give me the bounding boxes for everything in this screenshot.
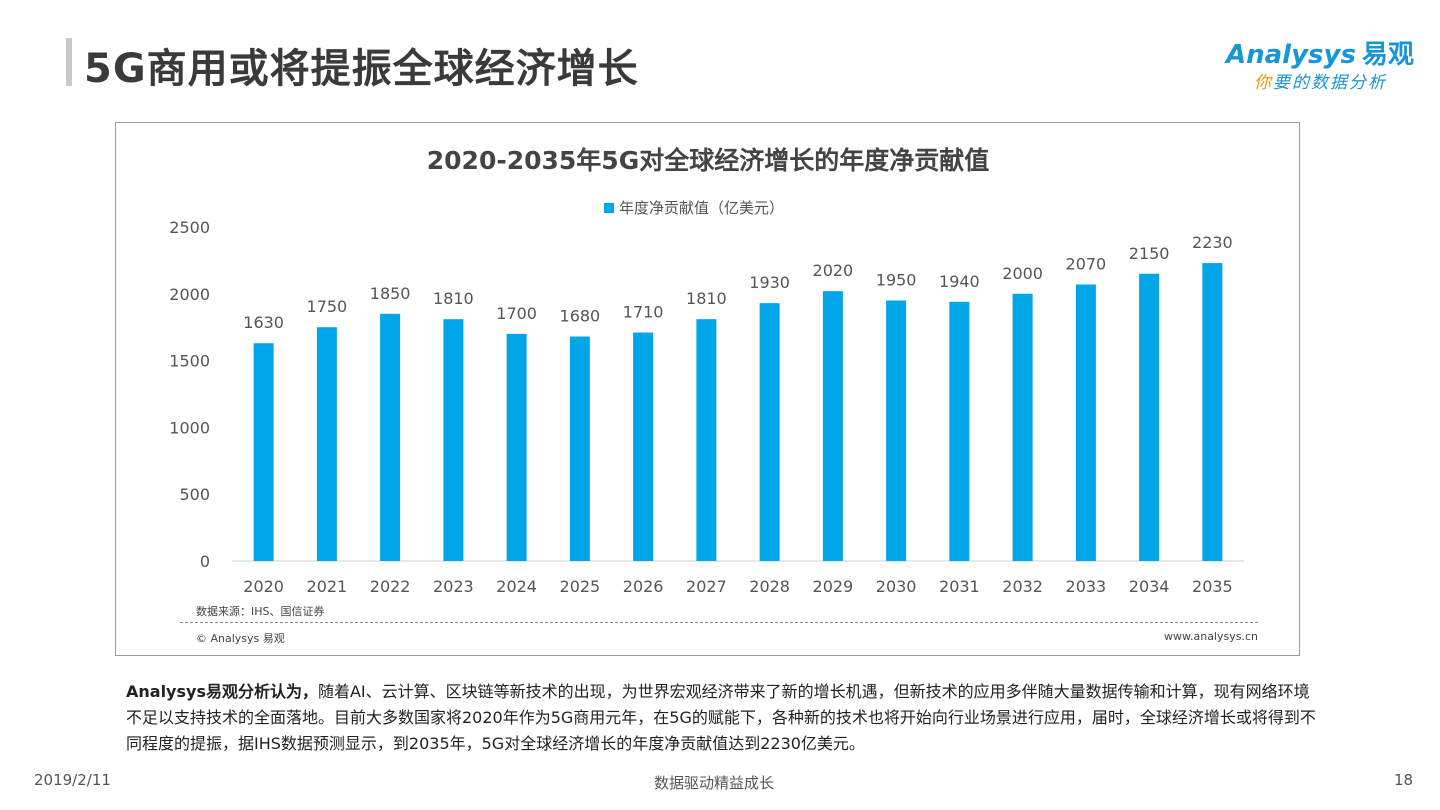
legend-label: 年度净贡献值（亿美元） xyxy=(619,199,784,217)
x-tick-label: 2024 xyxy=(496,577,537,596)
footer-slogan: 数据驱动精益成长 xyxy=(654,774,775,792)
x-tick-label: 2026 xyxy=(623,577,664,596)
x-tick-label: 2027 xyxy=(686,577,727,596)
y-tick-label: 1000 xyxy=(169,418,210,437)
bar xyxy=(696,319,717,561)
x-tick-label: 2023 xyxy=(433,577,474,596)
logo-wordmark: Analysys 易观 xyxy=(1226,34,1414,71)
page-number: 18 xyxy=(1394,771,1414,789)
bar xyxy=(633,332,654,561)
data-label: 1950 xyxy=(876,270,917,289)
x-tick-label: 2028 xyxy=(749,577,790,596)
x-tick-label: 2035 xyxy=(1192,577,1233,596)
bar xyxy=(316,327,337,561)
data-label: 2230 xyxy=(1192,233,1233,252)
y-tick-label: 0 xyxy=(200,552,210,571)
bar xyxy=(253,343,274,561)
x-tick-label: 2034 xyxy=(1129,577,1170,596)
bar xyxy=(759,303,780,561)
analysis-paragraph: Analysys易观分析认为，随着AI、云计算、区块链等新技术的出现，为世界宏观… xyxy=(126,679,1316,757)
bar xyxy=(380,313,401,561)
bar xyxy=(1075,284,1096,561)
data-label: 1680 xyxy=(560,307,601,326)
y-tick-label: 2500 xyxy=(169,218,210,237)
x-tick-label: 2022 xyxy=(370,577,411,596)
logo-cn-name: 易观 xyxy=(1361,40,1414,70)
x-tick-label: 2033 xyxy=(1066,577,1107,596)
bar xyxy=(886,300,907,561)
dashed-divider xyxy=(180,622,1258,623)
page-title: 5G商用或将提振全球经济增长 xyxy=(84,46,639,92)
copyright: © Analysys 易观 xyxy=(196,632,285,645)
data-label: 1700 xyxy=(496,304,537,323)
bar xyxy=(949,301,970,561)
logo-slogan-first: 你 xyxy=(1254,73,1273,93)
x-tick-label: 2025 xyxy=(560,577,601,596)
x-tick-label: 2030 xyxy=(876,577,917,596)
data-label: 2000 xyxy=(1002,264,1043,283)
bar xyxy=(443,319,464,561)
data-label: 1750 xyxy=(307,297,348,316)
data-label: 1710 xyxy=(623,303,664,322)
data-label: 1930 xyxy=(749,273,790,292)
data-label: 2020 xyxy=(813,261,854,280)
data-label: 1810 xyxy=(433,289,474,308)
analysis-lead: Analysys易观分析认为， xyxy=(126,682,318,701)
data-label: 1630 xyxy=(243,313,284,332)
logo-slogan: 你要的数据分析 xyxy=(1254,68,1387,93)
x-tick-label: 2032 xyxy=(1002,577,1043,596)
bar xyxy=(569,336,590,561)
analysis-body: 随着AI、云计算、区块链等新技术的出现，为世界宏观经济带来了新的增长机遇，但新技… xyxy=(126,682,1316,753)
chart-title: 2020-2035年5G对全球经济增长的年度净贡献值 xyxy=(427,146,989,175)
logo-slogan-rest: 要的数据分析 xyxy=(1273,73,1387,93)
y-tick-label: 1500 xyxy=(169,352,210,371)
analysys-logo: Analysys 易观 你要的数据分析 xyxy=(1226,34,1414,93)
logo-name: Analysys xyxy=(1226,40,1356,70)
data-label: 1810 xyxy=(686,289,727,308)
data-label: 2150 xyxy=(1129,244,1170,263)
y-tick-label: 2000 xyxy=(169,285,210,304)
data-source: 数据来源：IHS、国信证券 xyxy=(196,605,325,618)
bar xyxy=(1012,293,1033,561)
bar xyxy=(822,291,843,561)
x-tick-label: 2031 xyxy=(939,577,980,596)
data-label: 2070 xyxy=(1066,254,1107,273)
legend-swatch xyxy=(604,203,614,213)
title-accent-bar xyxy=(66,38,72,86)
x-tick-label: 2021 xyxy=(307,577,348,596)
footer-date: 2019/2/11 xyxy=(34,771,111,789)
data-label: 1850 xyxy=(370,284,411,303)
bar xyxy=(1139,273,1160,561)
bar xyxy=(506,333,527,561)
x-tick-label: 2020 xyxy=(243,577,284,596)
bar xyxy=(1202,263,1223,561)
y-tick-label: 500 xyxy=(179,485,210,504)
data-label: 1940 xyxy=(939,272,980,291)
website-link[interactable]: www.analysys.cn xyxy=(1164,630,1258,643)
x-tick-label: 2029 xyxy=(813,577,854,596)
